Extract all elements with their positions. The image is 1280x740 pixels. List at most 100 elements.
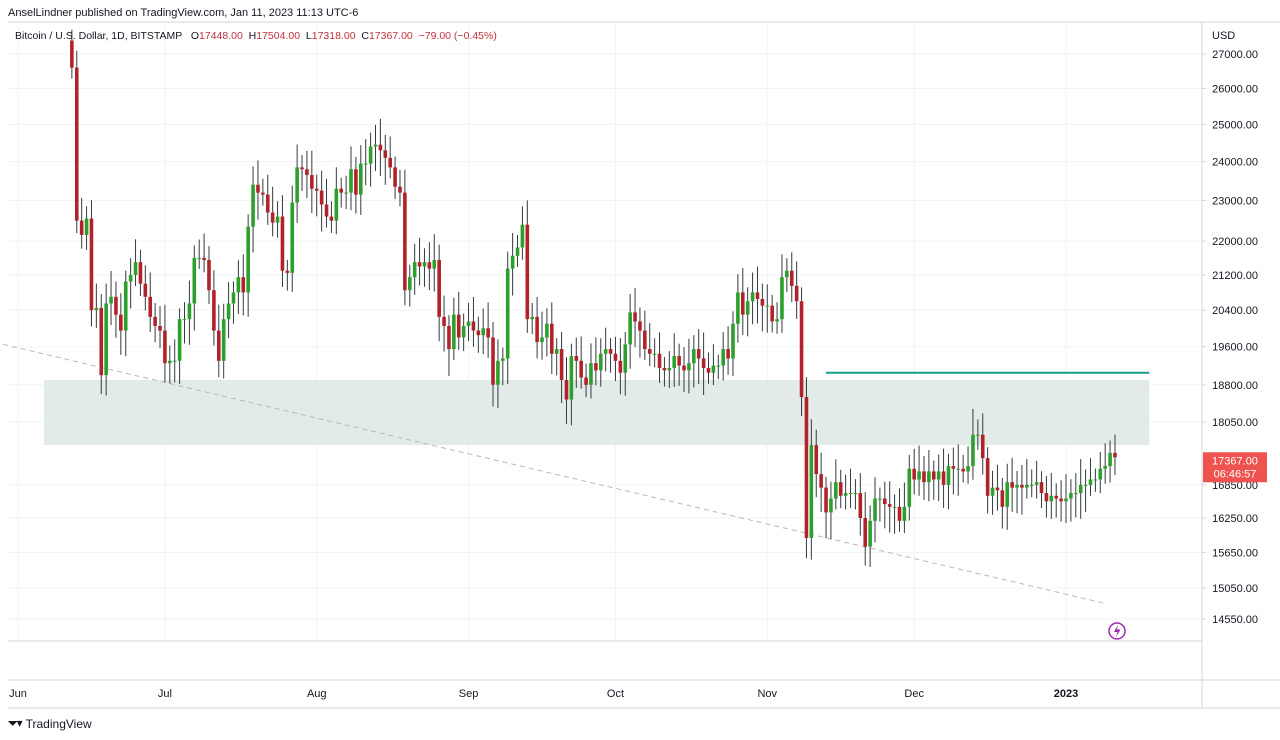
candle-body (418, 262, 422, 266)
price-tick-label: 25000.00 (1212, 119, 1258, 131)
candle-body (658, 354, 662, 368)
candle-body (144, 284, 148, 297)
tradingview-logo-icon: ⏷▾ (8, 716, 22, 731)
candle-body (202, 258, 206, 260)
currency-label: USD (1212, 30, 1235, 42)
candle-body (584, 378, 588, 385)
candle-body (756, 292, 760, 299)
candle-body (927, 471, 931, 482)
ohlc-legend: Bitcoin / U.S. Dollar, 1D, BITSTAMP O174… (15, 30, 497, 42)
candle-body (442, 317, 446, 326)
candle-body (516, 247, 520, 255)
price-tick-label: 15050.00 (1212, 583, 1258, 595)
candle-body (320, 191, 324, 205)
open-label: O (191, 30, 199, 42)
candle-body (472, 321, 476, 330)
candle-body (256, 185, 260, 193)
candle-body (99, 308, 103, 375)
candle-body (917, 471, 921, 479)
candle-body (535, 317, 539, 342)
candle-body (393, 167, 397, 186)
candle-body (560, 349, 564, 380)
candle-body (716, 366, 720, 367)
candle-body (682, 366, 686, 371)
candle-body (222, 319, 226, 361)
candle-body (790, 271, 794, 286)
price-tick-label: 18050.00 (1212, 417, 1258, 429)
candle-body (550, 324, 554, 354)
candle-body (805, 397, 809, 538)
candle-body (104, 303, 108, 375)
candle-body (663, 368, 667, 370)
candle-body (1035, 482, 1039, 485)
time-tick-label: Oct (607, 688, 624, 700)
candle-body (976, 435, 980, 436)
tradingview-brand[interactable]: ⏷▾ TradingView (8, 716, 92, 731)
candle-body (721, 349, 725, 366)
candle-body (814, 445, 818, 474)
candle-body (751, 292, 755, 301)
candle-body (692, 349, 696, 363)
candle-body (574, 356, 578, 361)
candle-body (95, 308, 99, 310)
candle-body (261, 193, 265, 195)
candle-body (961, 469, 965, 472)
candle-body (119, 315, 123, 331)
candle-body (785, 271, 789, 277)
candle-body (1020, 485, 1024, 488)
candle-body (276, 217, 280, 223)
candle-body (90, 219, 94, 311)
symbol-title[interactable]: Bitcoin / U.S. Dollar, 1D, BITSTAMP (15, 30, 182, 42)
candle-body (937, 471, 941, 479)
candle-body (947, 466, 951, 485)
candle-body (173, 361, 177, 362)
candle-body (628, 312, 632, 344)
candle-body (545, 324, 549, 338)
candle-body (70, 41, 74, 68)
candle-body (163, 331, 167, 364)
candle-body (1030, 485, 1034, 486)
candle-body (956, 469, 960, 470)
candle-body (217, 331, 221, 361)
candle-body (942, 471, 946, 484)
candle-body (241, 277, 245, 292)
price-tick-label: 27000.00 (1212, 49, 1258, 61)
candle-body (687, 363, 691, 370)
candle-body (854, 493, 858, 494)
candle-body (991, 488, 995, 496)
price-tick-label: 18800.00 (1212, 380, 1258, 392)
candle-body (893, 507, 897, 508)
candle-body (633, 312, 637, 321)
candle-body (305, 169, 309, 175)
candle-body (413, 262, 417, 277)
candle-body (1059, 499, 1063, 502)
candle-body (80, 221, 84, 235)
candle-body (477, 331, 481, 336)
candle-body (501, 358, 505, 360)
candle-body (878, 499, 882, 500)
candle-body (932, 471, 936, 479)
candle-body (447, 326, 451, 349)
candle-body (677, 356, 681, 365)
candle-body (178, 319, 182, 361)
last-price-label: 17367.00 (1212, 455, 1258, 467)
candle-body (707, 368, 711, 373)
candle-body (325, 205, 329, 217)
candle-body (1045, 493, 1049, 501)
candle-body (1050, 496, 1054, 502)
candle-body (599, 354, 603, 371)
candle-body (295, 167, 299, 202)
candle-body (369, 147, 373, 164)
candle-body (638, 321, 642, 330)
candle-body (428, 262, 432, 268)
candle-body (423, 262, 427, 266)
candle-body (775, 319, 779, 321)
candle-body (1089, 479, 1093, 484)
time-tick-label: Jun (9, 688, 27, 700)
candle-body (668, 368, 672, 370)
candle-body (109, 297, 113, 304)
candle-body (398, 187, 402, 193)
close-value: 17367.00 (369, 30, 413, 42)
